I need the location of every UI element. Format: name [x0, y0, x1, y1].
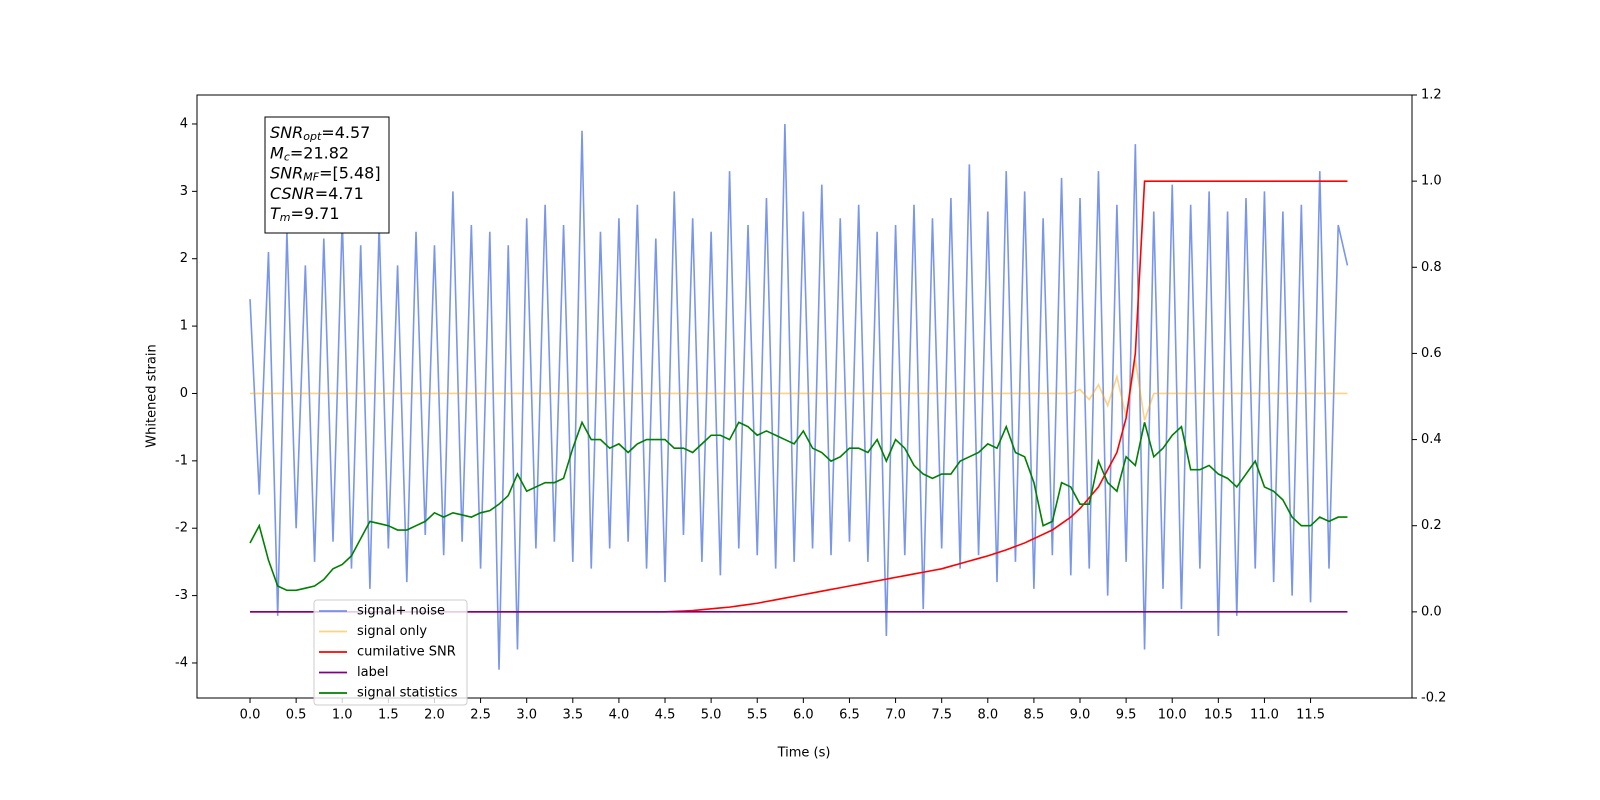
- annotation-subscript: MF: [303, 171, 319, 184]
- y-tick-label: 3: [180, 184, 188, 199]
- x-tick-label: 1.0: [332, 708, 353, 723]
- y-tick-label: 4: [180, 116, 188, 131]
- x-tick-label: 5.0: [701, 708, 722, 723]
- annotation-line: SNRopt=4.57: [270, 123, 370, 144]
- annotation-value: =[5.48]: [319, 163, 381, 182]
- series-line: [249, 420, 1348, 592]
- annotation-value: =21.82: [290, 143, 349, 162]
- y-tick-label: -3: [175, 588, 188, 603]
- x-tick-label: 7.0: [885, 708, 906, 723]
- annotation-value: =9.71: [291, 204, 340, 223]
- annotation-box: [264, 116, 390, 234]
- legend-label: signal statistics: [357, 686, 458, 701]
- y-tick-label: -4: [175, 655, 188, 670]
- x-tick-label: 4.5: [655, 708, 676, 723]
- x-tick-label: 8.0: [977, 708, 998, 723]
- plot-frame: [196, 94, 1413, 699]
- annotation-line: SNRMF=[5.48]: [270, 163, 381, 184]
- series-line: [249, 123, 1349, 670]
- x-tick-label: 7.5: [931, 708, 952, 723]
- annotation-line: Mc=21.82: [270, 143, 349, 164]
- x-tick-label: 10.0: [1158, 708, 1187, 723]
- x-tick-label: 6.5: [839, 708, 860, 723]
- y2-tick-label: 0.0: [1421, 604, 1442, 619]
- annotation-symbol: M: [270, 143, 284, 162]
- annotation-subscript: c: [284, 150, 290, 163]
- annotation-subscript: opt: [303, 130, 322, 143]
- y-axis-label: Whitened strain: [145, 344, 160, 447]
- x-tick-label: 1.5: [378, 708, 399, 723]
- x-tick-label: 0.0: [240, 708, 261, 723]
- x-tick-label: 0.5: [286, 708, 307, 723]
- y-tick-label: 0: [180, 386, 188, 401]
- annotation-line: CSNR=4.71: [270, 183, 364, 202]
- y2-tick-label: 1.2: [1421, 88, 1442, 103]
- x-tick-label: 9.0: [1070, 708, 1091, 723]
- annotation-value: =4.57: [321, 123, 370, 142]
- x-tick-label: 8.5: [1024, 708, 1045, 723]
- y-tick-label: -2: [175, 521, 188, 536]
- annotation-line: Tm=9.71: [270, 204, 340, 225]
- legend-box: [313, 599, 468, 706]
- y-tick-label: 1: [180, 319, 188, 334]
- x-tick-label: 10.5: [1204, 708, 1233, 723]
- series-line: [250, 359, 1348, 421]
- y2-tick-label: 0.8: [1421, 260, 1442, 275]
- x-tick-label: 4.0: [609, 708, 630, 723]
- y2-tick-label: 0.6: [1421, 346, 1442, 361]
- x-tick-label: 6.0: [793, 708, 814, 723]
- x-tick-label: 11.0: [1250, 708, 1279, 723]
- x-axis-label: Time (s): [777, 746, 831, 761]
- x-tick-label: 3.0: [516, 708, 537, 723]
- legend-label: signal+ noise: [357, 604, 445, 619]
- annotation-symbol: CSNR: [270, 183, 315, 202]
- y2-tick-label: 1.0: [1421, 174, 1442, 189]
- x-tick-label: 11.5: [1296, 708, 1325, 723]
- annotation-symbol: T: [270, 204, 281, 223]
- x-tick-label: 5.5: [747, 708, 768, 723]
- legend-label: label: [357, 665, 388, 680]
- y2-tick-label: 0.4: [1421, 432, 1442, 447]
- x-tick-label: 9.5: [1116, 708, 1137, 723]
- legend-label: cumilative SNR: [357, 645, 456, 660]
- annotation-subscript: m: [280, 211, 291, 224]
- y2-tick-label: 0.2: [1421, 518, 1442, 533]
- y-tick-label: 2: [180, 251, 188, 266]
- x-tick-label: 2.0: [424, 708, 445, 723]
- legend-label: signal only: [357, 624, 427, 639]
- x-tick-label: 2.5: [470, 708, 491, 723]
- annotation-symbol: SNR: [270, 163, 303, 182]
- annotation-value: =4.71: [315, 183, 364, 202]
- x-tick-label: 3.5: [562, 708, 583, 723]
- y-tick-label: -1: [175, 453, 188, 468]
- annotation-symbol: SNR: [270, 123, 303, 142]
- y2-tick-label: -0.2: [1421, 691, 1446, 706]
